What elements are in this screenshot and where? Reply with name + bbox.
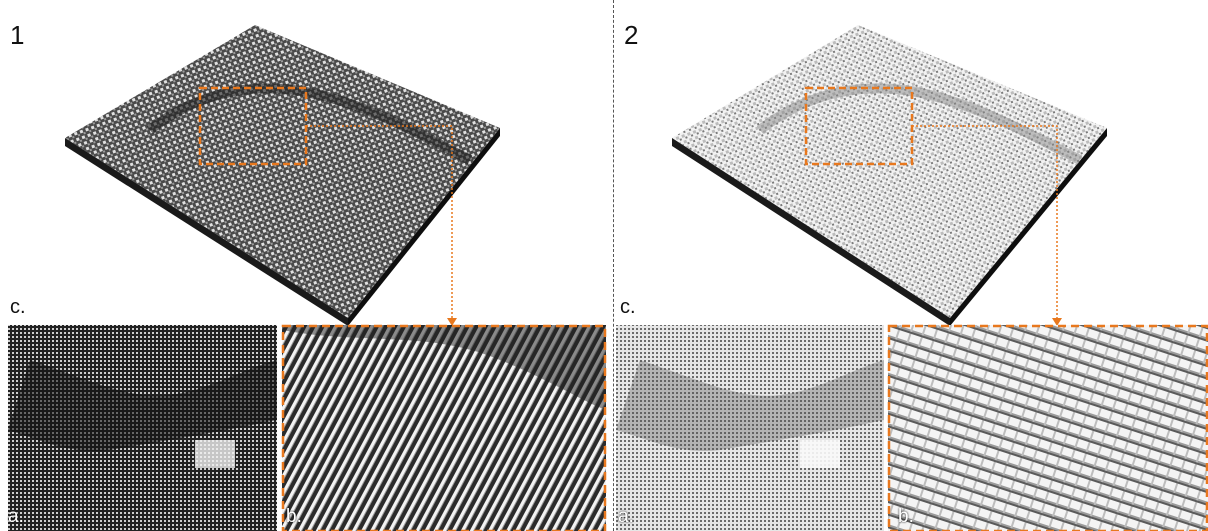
panel-1-c-label: c. (10, 296, 26, 318)
zoom-connector-2 (912, 125, 1058, 322)
river-channel-2 (756, 83, 1083, 165)
panel-2-c-label: c. (620, 296, 636, 318)
tile-2b (887, 324, 1208, 531)
zoom-blocks-2 (888, 325, 1208, 531)
zoom-indicator-1 (198, 86, 457, 326)
bright-patch-2 (800, 440, 840, 468)
zoom-connector-1 (306, 125, 453, 322)
panel-divider (613, 0, 614, 531)
terrain-base-side-1 (348, 128, 500, 326)
terrain-model-2 (672, 25, 1107, 326)
panel-2-b-label: b. (898, 506, 914, 527)
panel-2-number: 2 (624, 20, 639, 50)
terrain-surface-1 (65, 25, 500, 318)
river-channel-1 (146, 83, 473, 165)
zoom-frame-1 (281, 324, 607, 531)
tile-1a (8, 325, 277, 531)
bright-patch-1 (195, 440, 235, 468)
terrain-model-1 (65, 25, 500, 326)
panel-2-a-label: a. (618, 506, 634, 527)
zoom-frame-2 (887, 324, 1208, 531)
zoom-indicator-2 (804, 86, 1062, 326)
terrain-base-front-2 (672, 138, 950, 326)
zoom-arrowhead-2 (1052, 318, 1062, 326)
zoom-shadow-1 (282, 325, 606, 410)
terrain-surface-2 (672, 25, 1107, 318)
tile-1b (281, 324, 607, 531)
terrain-base-side-2 (950, 128, 1107, 326)
panel-1-a-label: a. (8, 506, 24, 527)
valley-shadow-2 (616, 360, 884, 451)
panel-1-number: 1 (10, 20, 25, 50)
terrain-base-front-1 (65, 138, 348, 326)
valley-shadow-1 (8, 360, 277, 451)
top-view-grid-2 (616, 325, 884, 531)
tile-2a (616, 325, 884, 531)
zoom-arrowhead-1 (447, 318, 457, 326)
panel-1-b-label: b. (286, 506, 302, 527)
